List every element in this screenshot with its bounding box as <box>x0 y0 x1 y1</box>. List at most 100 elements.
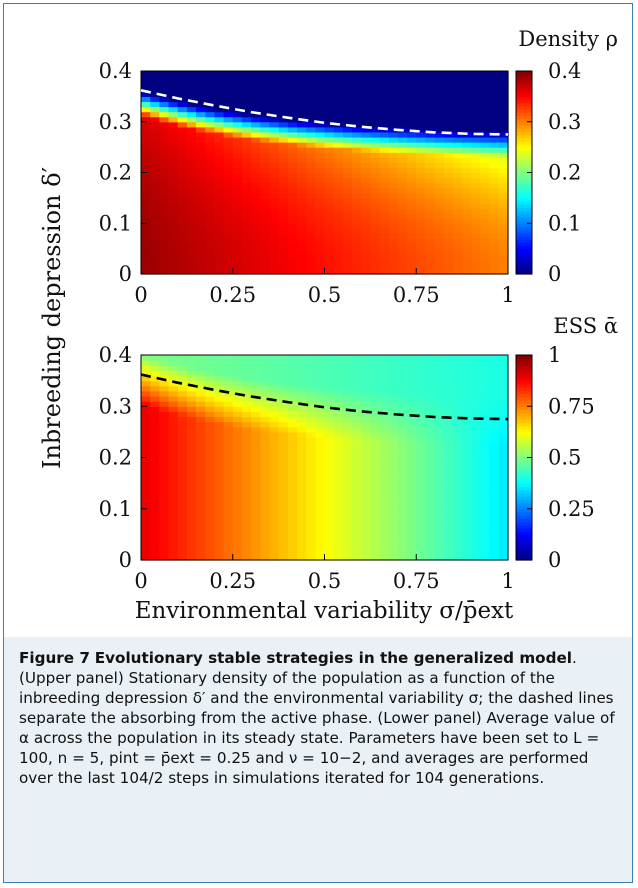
heatmap-cell <box>425 406 436 412</box>
heatmap-cell <box>205 380 216 387</box>
heatmap-cell <box>232 380 243 387</box>
heatmap-cell <box>251 126 261 133</box>
heatmap-cell <box>205 258 216 265</box>
heatmap-cell <box>260 111 271 118</box>
heatmap-cell <box>251 554 261 561</box>
heatmap-cell <box>150 157 160 163</box>
heatmap-cell <box>333 508 344 515</box>
heatmap-cell <box>150 116 160 123</box>
heatmap-cell <box>232 529 243 535</box>
heatmap-cell <box>306 238 316 245</box>
heatmap-cell <box>443 554 454 561</box>
heatmap-cell <box>196 162 206 169</box>
heatmap-cell <box>333 233 344 240</box>
heatmap-cell <box>452 172 463 179</box>
heatmap-cell <box>269 442 280 448</box>
heatmap-cell <box>416 208 427 214</box>
heatmap-cell <box>397 202 408 209</box>
heatmap-cell <box>241 524 252 530</box>
heatmap-cell <box>480 416 491 423</box>
heatmap-cell <box>434 197 445 204</box>
heatmap-cell <box>434 370 445 377</box>
heatmap-cell <box>397 81 408 87</box>
heatmap-cell <box>489 462 500 469</box>
heatmap-cell <box>260 131 271 138</box>
heatmap-cell <box>388 416 399 423</box>
heatmap-cell <box>177 544 188 551</box>
heatmap-cell <box>287 71 298 77</box>
heatmap-cell <box>379 71 390 77</box>
heatmap-cell <box>205 76 216 82</box>
heatmap-cell <box>333 554 344 561</box>
heatmap-cell <box>141 390 151 397</box>
heatmap-cell <box>443 121 454 128</box>
heatmap-cell <box>379 111 390 118</box>
heatmap-cell <box>150 233 160 240</box>
heatmap-cell <box>196 192 206 199</box>
heatmap-cell <box>150 365 160 371</box>
heatmap-cell <box>498 524 509 530</box>
heatmap-cell <box>196 488 206 494</box>
heatmap-cell <box>452 498 463 505</box>
heatmap-cell <box>462 467 472 474</box>
heatmap-cell <box>241 131 252 138</box>
heatmap-cell <box>214 467 225 474</box>
heatmap-cell <box>443 147 454 153</box>
heatmap-cell <box>296 375 307 382</box>
heatmap-cell <box>159 411 170 418</box>
heatmap-cell <box>287 187 298 194</box>
heatmap-cell <box>232 91 243 97</box>
heatmap-cell <box>407 91 417 97</box>
heatmap-cell <box>150 142 160 148</box>
heatmap-cell <box>333 447 344 453</box>
heatmap-cell <box>241 96 252 103</box>
heatmap-cell <box>150 228 160 234</box>
heatmap-cell <box>214 519 225 525</box>
colorbar-segment <box>516 112 532 116</box>
heatmap-cell <box>443 370 454 377</box>
colorbar-segment <box>516 515 532 519</box>
heatmap-cell <box>168 539 179 546</box>
heatmap-cell <box>177 478 188 484</box>
heatmap-cell <box>333 208 344 214</box>
heatmap-cell <box>388 544 399 551</box>
heatmap-cell <box>278 431 289 438</box>
heatmap-cell <box>251 202 261 209</box>
heatmap-cell <box>397 253 408 260</box>
heatmap-cell <box>177 111 188 118</box>
heatmap-cell <box>260 406 271 412</box>
heatmap-cell <box>186 142 197 148</box>
heatmap-cell <box>333 544 344 551</box>
heatmap-cell <box>462 76 472 82</box>
heatmap-cell <box>150 177 160 184</box>
heatmap-cell <box>370 162 381 169</box>
heatmap-cell <box>296 467 307 474</box>
colorbar-segment <box>516 377 532 382</box>
heatmap-cell <box>333 431 344 438</box>
heatmap-cell <box>269 243 280 250</box>
heatmap-cell <box>324 86 335 92</box>
heatmap-cell <box>251 360 261 366</box>
heatmap-cell <box>177 539 188 546</box>
heatmap-cell <box>287 233 298 240</box>
heatmap-cell <box>352 228 362 234</box>
heatmap-cell <box>278 187 289 194</box>
heatmap-cell <box>480 187 491 194</box>
heatmap-cell <box>379 76 390 82</box>
heatmap-cell <box>287 238 298 245</box>
heatmap-cell <box>214 355 225 361</box>
heatmap-cell <box>241 71 252 77</box>
heatmap-cell <box>342 426 353 433</box>
heatmap-cell <box>296 167 307 174</box>
heatmap-cell <box>141 396 151 402</box>
heatmap-cell <box>287 223 298 229</box>
heatmap-cell <box>278 390 289 397</box>
heatmap-cell <box>186 390 197 397</box>
heatmap-cell <box>315 390 326 397</box>
heatmap-cell <box>241 385 252 392</box>
heatmap-cell <box>480 167 491 174</box>
heatmap-cell <box>489 208 500 214</box>
heatmap-cell <box>352 411 362 418</box>
heatmap-cell <box>407 116 417 123</box>
heatmap-cell <box>434 96 445 103</box>
